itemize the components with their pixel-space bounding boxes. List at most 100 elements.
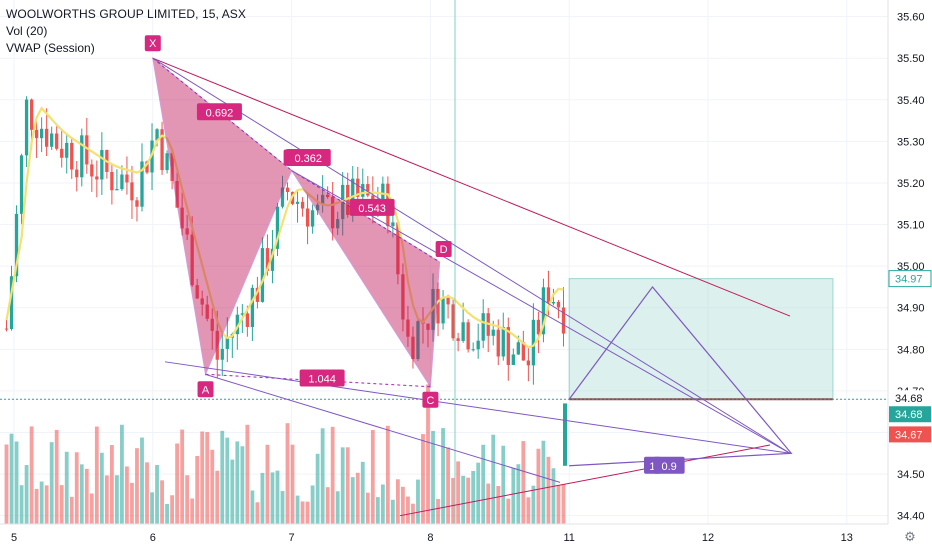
candle-body: [34, 129, 39, 139]
candle-body: [205, 304, 209, 319]
candle-body: [391, 222, 395, 227]
volume-bar: [130, 482, 134, 524]
pattern-point-label-bg[interactable]: [435, 241, 452, 257]
pattern-point-label-x: X: [149, 38, 157, 50]
ratio-label-bg[interactable]: [285, 149, 331, 167]
pattern-point-label-bg[interactable]: [197, 381, 214, 398]
candle-body: [80, 135, 84, 178]
trend-line-upper[interactable]: [152, 57, 791, 454]
vwap-indicator-label[interactable]: VWAP (Session): [6, 41, 95, 55]
candle-body: [285, 187, 290, 193]
volume-bar: [406, 496, 410, 524]
ratio-label-bg[interactable]: [653, 456, 685, 474]
volume-bar: [506, 498, 511, 524]
trend-line-bottom[interactable]: [204, 373, 561, 483]
candle-body: [563, 403, 567, 466]
trend-line-lower[interactable]: [164, 361, 791, 454]
volume-bar: [39, 481, 44, 524]
pattern-point-label-c: C: [426, 395, 434, 407]
candle-body: [130, 182, 134, 201]
candle-body: [225, 337, 229, 349]
candle-body: [446, 297, 450, 305]
pattern-point-label-a: A: [202, 384, 210, 396]
ratio-label: 1.044: [308, 373, 336, 385]
volume-bar: [240, 446, 245, 524]
volume-bar: [380, 484, 385, 524]
candle-body: [320, 194, 325, 205]
volume-bar: [531, 485, 536, 524]
volume-bar: [355, 472, 360, 524]
ratio-label: 0.362: [294, 153, 322, 165]
volume-bar: [335, 491, 340, 524]
candle-body: [250, 287, 255, 327]
volume-bar: [325, 487, 330, 524]
volume-bar: [290, 444, 295, 524]
volume-bar: [225, 437, 230, 524]
ratio-label-bg[interactable]: [196, 103, 242, 121]
candle-body: [75, 169, 79, 178]
price-tick-label: 35.60: [897, 12, 925, 24]
ratio-label-bg[interactable]: [299, 369, 345, 387]
volume-indicator-label[interactable]: Vol (20): [6, 24, 48, 38]
symbol-title[interactable]: WOOLWORTHS GROUP LIMITED, 15, ASX: [6, 7, 247, 21]
volume-bar: [275, 470, 280, 524]
price-badge: [888, 270, 932, 288]
volume-bar: [536, 448, 541, 524]
candle-body: [331, 196, 335, 229]
volume-bar: [245, 424, 250, 524]
candle-body: [200, 298, 204, 305]
volume-bar: [491, 434, 496, 524]
pattern-triangle-bcd[interactable]: [291, 170, 441, 389]
target-zone-box[interactable]: [568, 278, 834, 400]
trend-line-mid[interactable]: [291, 170, 791, 454]
volume-bar: [340, 447, 345, 524]
ratio-label-bg[interactable]: [349, 198, 395, 216]
candle-body: [336, 219, 340, 229]
candle-body: [90, 164, 94, 177]
candle-body: [100, 150, 104, 180]
volume-bar: [451, 477, 456, 524]
volume-bar: [64, 451, 69, 524]
vwap-line: [5, 106, 564, 349]
volume-bar: [19, 485, 24, 524]
pattern-point-label-bg[interactable]: [144, 35, 161, 52]
volume-bar: [546, 456, 551, 524]
volume-bar: [541, 440, 546, 524]
volume-bar: [370, 430, 375, 524]
ratio-label: 0.543: [358, 203, 386, 215]
candle-body: [19, 155, 24, 214]
volume-bar: [99, 452, 104, 524]
candle-body: [190, 234, 194, 286]
volume-bar: [9, 433, 14, 524]
candle-body: [536, 319, 541, 335]
candle-body: [551, 301, 556, 304]
candle-body: [60, 148, 64, 158]
volume-bar: [114, 475, 119, 524]
volume-bar: [461, 475, 466, 524]
trend-line-red-upper[interactable]: [152, 57, 791, 317]
volume-bar: [330, 426, 335, 524]
gear-icon[interactable]: ⚙: [904, 529, 916, 544]
candle-body: [491, 329, 495, 336]
volume-bar: [456, 461, 461, 524]
pattern-point-label-bg[interactable]: [422, 391, 439, 408]
candle-body: [456, 338, 460, 341]
candle-body: [140, 161, 144, 207]
candle-body: [180, 207, 184, 229]
candle-body: [356, 178, 360, 197]
trend-line-red-lower[interactable]: [399, 444, 771, 517]
candle-body: [245, 313, 250, 327]
candle-body: [240, 313, 245, 315]
volume-bar: [416, 479, 420, 524]
candle-body: [541, 287, 546, 335]
volume-bar: [120, 424, 124, 524]
candle-body: [160, 129, 164, 171]
candle-body: [125, 174, 129, 183]
candle-body: [305, 208, 310, 227]
candle-body: [4, 328, 9, 330]
volume-bar: [59, 485, 64, 524]
volume-bar: [89, 493, 94, 524]
volume-bar: [496, 486, 501, 524]
